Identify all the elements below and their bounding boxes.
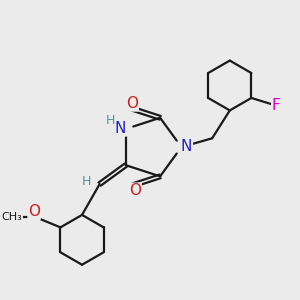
Text: O: O [126, 96, 138, 111]
Text: H: H [106, 114, 115, 127]
Text: H: H [82, 175, 91, 188]
Text: O: O [28, 204, 40, 219]
Text: N: N [115, 121, 126, 136]
Text: O: O [129, 183, 141, 198]
Text: CH₃: CH₃ [2, 212, 22, 222]
Text: F: F [272, 98, 281, 113]
Text: N: N [181, 139, 192, 154]
